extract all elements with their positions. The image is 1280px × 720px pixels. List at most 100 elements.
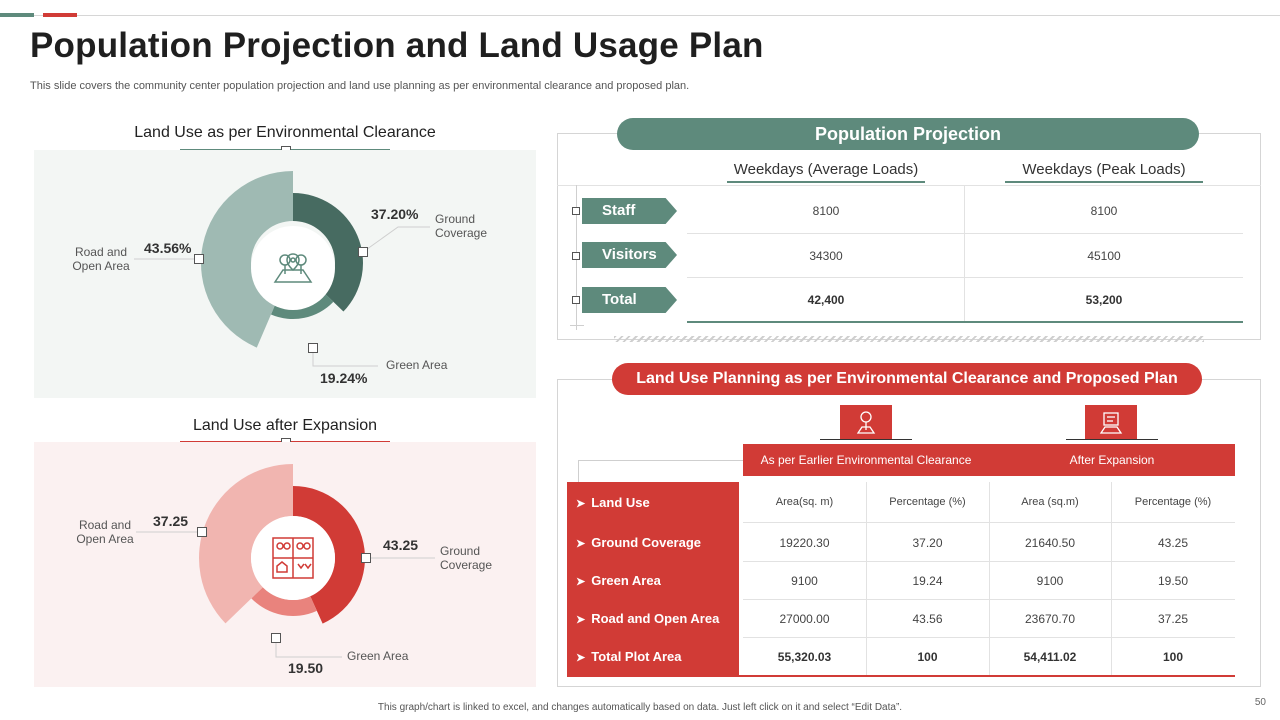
pie1-marker-ground [358,247,368,257]
pie2-marker-road [197,527,207,537]
land-use-col-divider-2 [989,482,990,675]
land-use-group-earlier: As per Earlier Environmental Clearance [760,453,972,467]
pie1-title: Land Use as per Environmental Clearance [134,124,436,141]
accent-bar-green [0,13,34,17]
land-use-title: Land Use Planning as per Environmental C… [612,363,1202,395]
population-row-rule-1 [687,233,1243,234]
pie2-value-road: 37.25 [153,513,189,529]
population-visitors-avg: 34300 [809,249,843,263]
pie1-value-road: 43.56% [144,240,192,256]
population-bottom-rule [687,321,1243,323]
land-use-total-area1: 55,320.03 [777,650,832,664]
population-col-avg: Weekdays (Average Loads) [733,161,919,178]
land-use-total-area2: 54,411.02 [1023,650,1077,664]
pie1-value-ground: 37.20% [371,206,419,222]
tree-plot-icon [856,411,876,434]
pie1-value-green: 19.24% [320,370,368,386]
land-use-green-pct2: 19.50 [1157,574,1189,588]
population-title: Population Projection [617,118,1199,150]
pie2-center-icon [251,516,335,600]
section-separator [614,336,1204,342]
pie2-slice-road [199,464,293,624]
pie2-marker-green [271,633,281,643]
population-total-peak: 53,200 [1085,293,1123,307]
land-use-total-pct2: 100 [1162,650,1184,664]
population-col-avg-underline [727,181,925,183]
land-use-row-road-label: Road and Open Area [591,611,720,626]
top-rule [0,15,1280,16]
page-title: Population Projection and Land Usage Pla… [30,26,764,65]
land-use-green-pct1: 19.24 [912,574,943,588]
population-col-peak: Weekdays (Peak Loads) [1022,161,1186,178]
population-staff-avg: 8100 [812,204,840,218]
land-use-col-divider-3 [1111,482,1112,675]
pie1-slice-ground [293,193,363,312]
expansion-icon-box [1085,405,1137,439]
population-row-visitors: Visitors [582,242,677,268]
land-plan-icon [273,253,313,283]
land-use-road-pct2: 37.25 [1157,612,1189,626]
pie2-title: Land Use after Expansion [192,417,378,434]
population-col-peak-underline [1005,181,1203,183]
population-header-rule [557,185,1261,186]
footer-note: This graph/chart is linked to excel, and… [377,702,903,713]
page-subtitle: This slide covers the community center p… [30,80,690,92]
urban-expansion-icon [272,537,314,579]
land-use-road-pct1: 43.56 [912,612,943,626]
land-use-col-area2: Area (sq.m) [1021,496,1079,508]
population-row-rule-2 [687,277,1243,278]
land-use-row-green-label: Green Area [591,573,661,588]
population-row-marker-visitors [572,252,580,260]
clearance-icon-box [840,405,892,439]
land-use-row-ground-label: Ground Coverage [591,535,702,550]
land-use-col-area1: Area(sq. m) [775,496,834,508]
land-use-group-after: After Expansion [1069,453,1155,467]
accent-bar-red [43,13,77,17]
population-row-total: Total [582,287,677,313]
land-use-ground-area1: 19220.30 [779,536,830,550]
page-number: 50 [1254,697,1266,708]
pie1-cat-ground: Ground Coverage [435,212,488,240]
land-use-col-pct2: Percentage (%) [1134,496,1212,508]
land-use-total-pct1: 100 [917,650,938,664]
land-use-group-header-bg [743,444,1235,476]
population-row-marker-staff [572,207,580,215]
land-use-col-pct1: Percentage (%) [889,496,966,508]
land-use-row-header: ➤ Land Use [576,495,650,510]
land-use-ground-area2: 21640.50 [1024,536,1076,550]
building-plot-icon [1099,412,1123,434]
population-left-tick [570,325,584,326]
clearance-icon-underline [820,439,912,440]
land-use-row-headers-bg [567,482,739,675]
pie2-value-ground: 43.25 [383,537,419,553]
land-use-road-area1: 27000.00 [779,612,830,626]
pie2-slice-ground [293,486,365,624]
land-use-bottom-rule [567,675,1235,677]
land-use-row-header-label: Land Use [591,495,650,510]
population-staff-peak: 8100 [1090,204,1118,218]
land-use-green-area2: 9100 [1036,574,1064,588]
population-total-avg: 42,400 [807,293,845,307]
land-use-col-divider-1 [866,482,867,675]
land-use-ground-pct1: 37.20 [912,536,943,550]
land-use-road-area2: 23670.70 [1024,612,1076,626]
pie1-center-icon [251,226,335,310]
population-col-divider [964,185,965,321]
pie2-cat-road: Road and Open Area [76,518,134,546]
land-use-row-total: ➤ Total Plot Area [576,649,682,664]
pie2-slices [199,464,365,624]
land-use-row-ground: ➤ Ground Coverage [576,535,702,550]
population-row-staff: Staff [582,198,677,224]
land-use-row-total-label: Total Plot Area [591,649,682,664]
pie2-chart [199,464,365,624]
pie2-cat-green: Green Area [347,649,409,663]
pie2-cat-ground: Ground Coverage [440,544,493,572]
population-visitors-peak: 45100 [1087,249,1121,263]
land-use-ground-pct2: 43.25 [1157,536,1189,550]
land-use-connector-top [578,460,743,461]
land-use-connector [578,460,579,482]
expansion-icon-underline [1066,439,1158,440]
pie1-marker-road [194,254,204,264]
land-use-row-green: ➤ Green Area [576,573,661,588]
pie1-marker-green [308,343,318,353]
